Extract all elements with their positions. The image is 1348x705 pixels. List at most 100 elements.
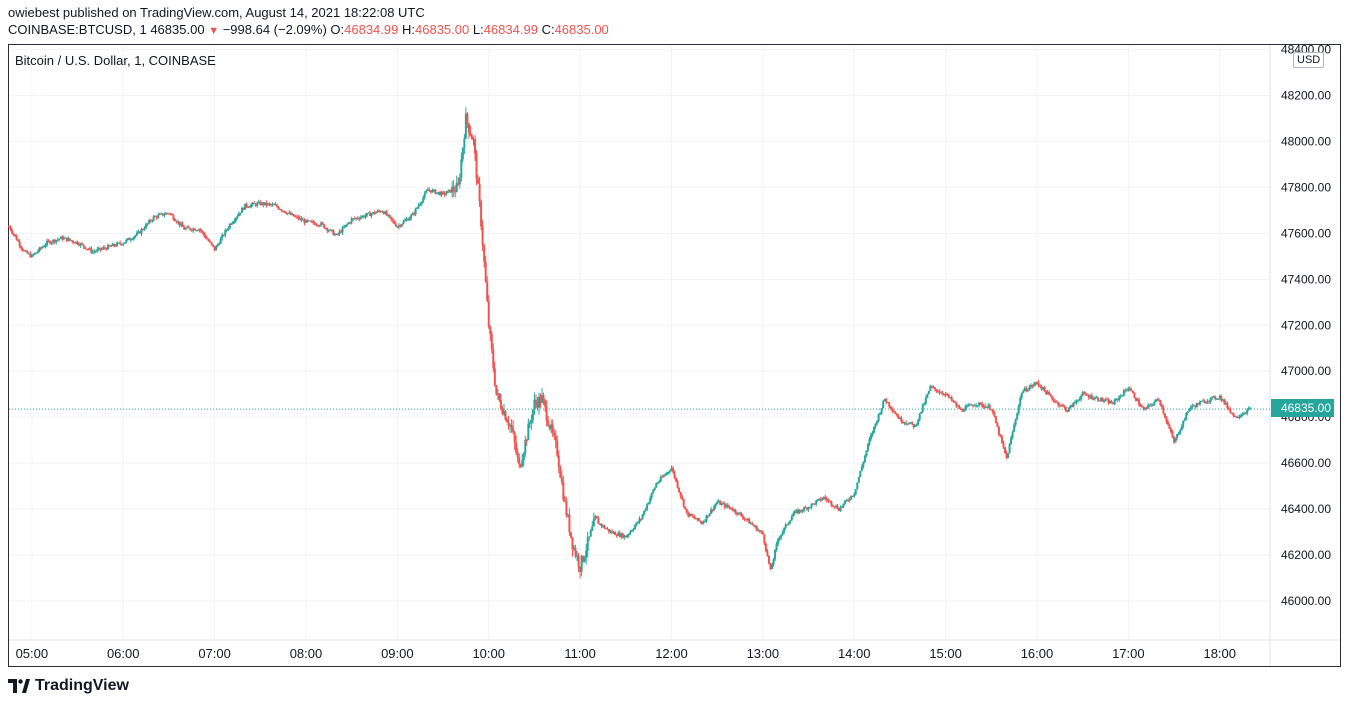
candle-body [1142,407,1145,410]
candle-body [129,239,132,241]
candle-body [863,455,866,463]
candle-body [501,408,504,415]
candle-body [1077,400,1080,402]
candle-body [1144,407,1147,410]
candle-body [1166,421,1169,425]
candle-body [908,423,911,425]
candle-body [1121,395,1124,397]
candle-body [70,240,73,242]
candle-body [560,477,563,482]
candle-body [39,247,42,249]
candle-body [1109,401,1112,404]
candle-body [571,537,574,550]
candle-body [550,424,553,429]
candle-body [1017,405,1020,414]
candle-body [419,203,422,206]
candle-body [180,223,183,226]
candle-body [1148,404,1151,406]
candle-body [336,233,339,235]
candle-body [33,252,36,255]
candle-body [1230,412,1233,414]
candle-body [279,209,282,211]
candle-body [308,220,311,222]
candle-body [690,513,693,516]
close-label: C: [541,22,555,37]
candle-body [1022,390,1025,394]
candle-body [716,502,719,505]
currency-label[interactable]: USD [1293,52,1325,68]
candle-body [1013,424,1016,432]
candle-body [410,215,413,219]
candle-body [799,509,802,511]
candle-body [76,241,79,245]
candle-body [294,216,297,218]
candle-body [483,245,486,262]
candle-body [726,504,729,507]
tradingview-logo[interactable]: TradingView [8,677,129,695]
candle-body [679,492,682,497]
y-tick-label: 47600.00 [1281,226,1331,240]
candle-body [1180,426,1183,431]
candle-body [1145,407,1148,409]
candle-body [836,505,839,510]
candle-body [655,483,658,488]
chart-frame[interactable] [8,44,1341,667]
candle-body [1186,411,1189,413]
candle-body [1102,400,1105,402]
candle-body [984,405,987,409]
candle-body [1147,404,1150,409]
candle-body [327,230,330,232]
candle-body [102,247,105,249]
candle-body [1198,401,1201,405]
candle-body [1119,395,1122,397]
candle-body [239,212,242,214]
candle-body [1127,388,1130,391]
candle-body [1185,412,1188,420]
candle-body [330,229,333,231]
candle-body [830,501,833,506]
candle-body [362,215,365,218]
candle-body [151,220,154,222]
candle-body [187,226,190,229]
candle-body [177,221,180,223]
candle-body [978,402,981,406]
candle-body [1112,403,1115,405]
candle-body [154,216,157,218]
candle-body [1051,396,1054,400]
candle-body [1192,405,1195,407]
candle-body [38,247,41,252]
candle-body [621,533,624,538]
candle-body [923,403,926,405]
candle-body [46,240,49,245]
candle-body [333,234,336,236]
candle-body [1014,419,1017,425]
candle-body [853,494,856,497]
candle-body [507,422,510,426]
candle-body [50,242,53,244]
candle-body [927,390,930,395]
candle-body [975,405,978,407]
candle-body [298,218,301,220]
candle-body [285,212,288,214]
candle-body [1040,386,1043,390]
low-value: 46834.99 [483,22,538,37]
candle-body [824,496,827,499]
candle-body [467,123,470,133]
candle-body [1159,399,1162,405]
candle-body [1200,401,1203,403]
candle-body [8,226,10,228]
candle-body [408,218,411,221]
candle-body [630,530,633,532]
candle-body [84,246,87,249]
candle-body [123,242,126,244]
candle-body [1028,387,1031,391]
candle-body [375,212,378,214]
candle-body [512,427,515,433]
candle-body [603,525,606,529]
down-arrow-icon: ▼ [208,25,220,37]
candle-body [562,481,565,500]
candle-body [847,500,850,502]
candle-body [703,520,706,522]
candle-body [304,219,307,223]
